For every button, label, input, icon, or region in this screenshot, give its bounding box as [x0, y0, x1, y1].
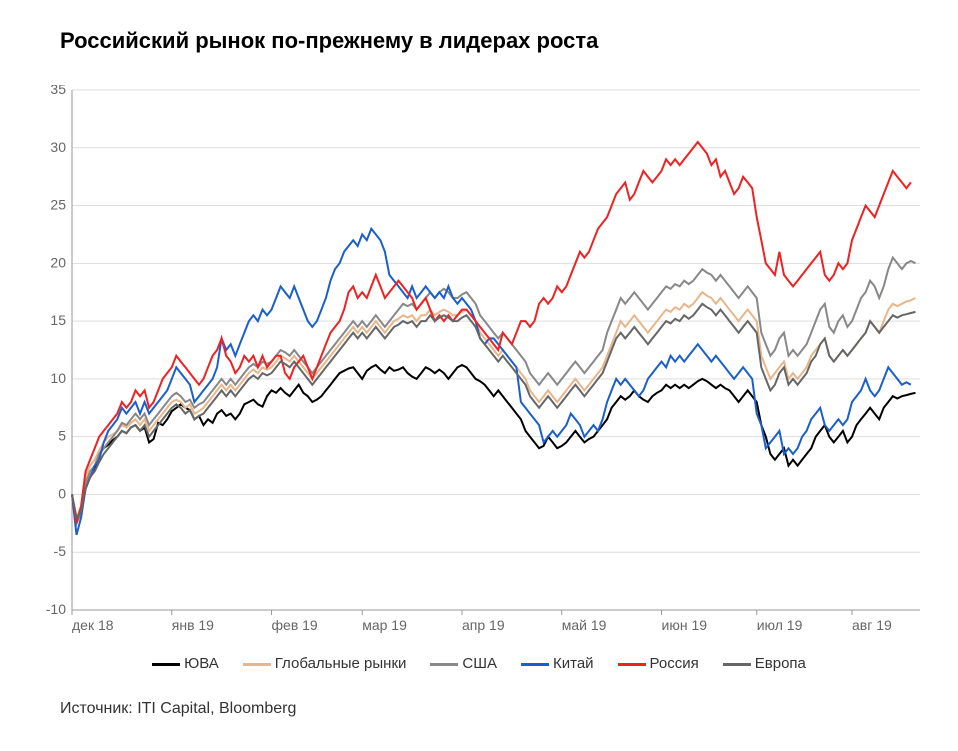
- svg-text:-10: -10: [46, 601, 66, 617]
- svg-text:июл 19: июл 19: [757, 617, 803, 633]
- svg-text:5: 5: [58, 428, 66, 444]
- legend-label: Европа: [755, 655, 806, 672]
- legend-label: Глобальные рынки: [275, 655, 407, 672]
- legend-swatch: [521, 663, 549, 666]
- svg-text:30: 30: [50, 139, 66, 155]
- chart-container: Российский рынок по-прежнему в лидерах р…: [0, 0, 958, 751]
- svg-text:мар 19: мар 19: [362, 617, 407, 633]
- svg-text:10: 10: [50, 370, 66, 386]
- svg-text:15: 15: [50, 312, 66, 328]
- legend-swatch: [430, 663, 458, 666]
- svg-text:май 19: май 19: [562, 617, 607, 633]
- legend-item: ЮВА: [152, 655, 219, 672]
- legend-label: ЮВА: [184, 655, 219, 672]
- svg-text:фев 19: фев 19: [272, 617, 318, 633]
- legend-item: США: [430, 655, 497, 672]
- legend-item: Китай: [521, 655, 594, 672]
- legend-label: Китай: [553, 655, 594, 672]
- chart-legend: ЮВА Глобальные рынки США Китай Россия Европа: [0, 655, 958, 672]
- legend-swatch: [243, 663, 271, 666]
- legend-swatch: [152, 663, 180, 666]
- svg-text:авг 19: авг 19: [852, 617, 892, 633]
- legend-item: Глобальные рынки: [243, 655, 407, 672]
- legend-swatch: [723, 663, 751, 666]
- chart-svg: -10 -5 0 5 10 15 20 25 30 35 дек 18 янв 19 фев 19 мар…: [40, 85, 930, 640]
- chart-plot-area: -10 -5 0 5 10 15 20 25 30 35 дек 18 янв 19 фев 19 мар…: [40, 85, 930, 640]
- svg-text:0: 0: [58, 485, 66, 501]
- legend-item: Россия: [618, 655, 699, 672]
- svg-text:дек 18: дек 18: [72, 617, 114, 633]
- legend-item: Европа: [723, 655, 806, 672]
- legend-label: Россия: [650, 655, 699, 672]
- svg-text:янв 19: янв 19: [172, 617, 214, 633]
- svg-text:апр 19: апр 19: [462, 617, 505, 633]
- chart-source: Источник: ITI Capital, Bloomberg: [60, 700, 296, 718]
- legend-swatch: [618, 663, 646, 666]
- legend-label: США: [462, 655, 497, 672]
- chart-title: Российский рынок по-прежнему в лидерах р…: [60, 28, 598, 54]
- svg-text:-5: -5: [54, 543, 67, 559]
- svg-text:20: 20: [50, 254, 66, 270]
- svg-text:июн 19: июн 19: [662, 617, 708, 633]
- svg-text:35: 35: [50, 85, 66, 97]
- svg-text:25: 25: [50, 197, 66, 213]
